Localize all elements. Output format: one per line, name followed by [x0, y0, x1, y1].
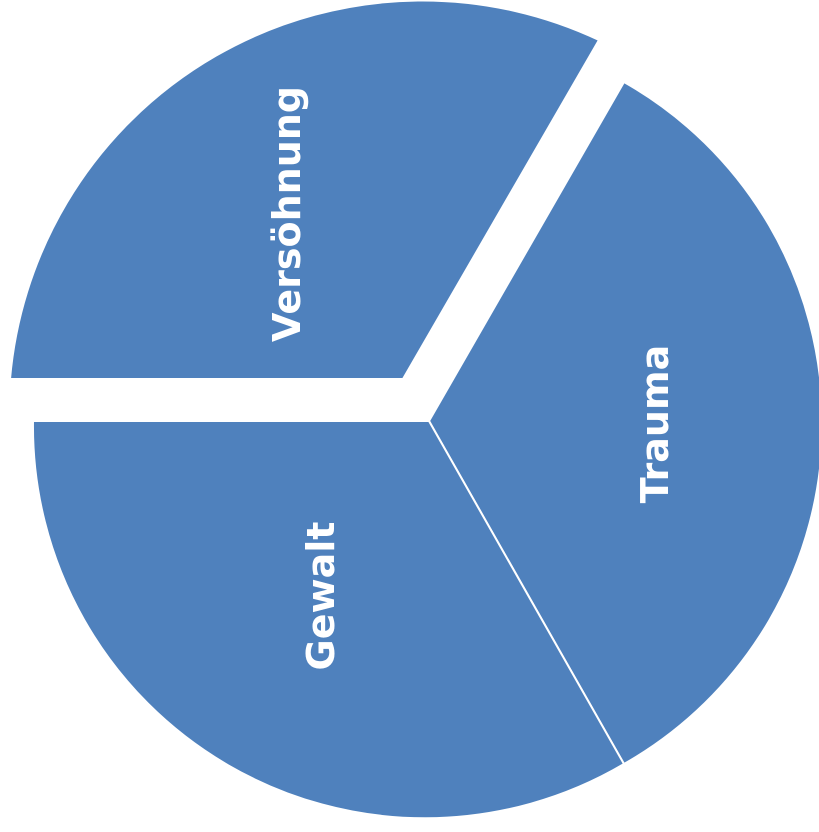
segment-gewalt-shape [31, 420, 626, 820]
segment-versoehnung-label: Versöhnung [265, 86, 309, 342]
segment-trauma: Trauma [427, 80, 819, 766]
segment-trauma-label: Trauma [633, 345, 677, 503]
segment-trauma-shape [427, 80, 819, 766]
segment-gewalt-label: Gewalt [299, 522, 343, 671]
segment-gewalt: Gewalt [31, 420, 626, 820]
segment-versoehnung-shape [8, 0, 601, 380]
segment-versoehnung: Versöhnung [8, 0, 601, 380]
